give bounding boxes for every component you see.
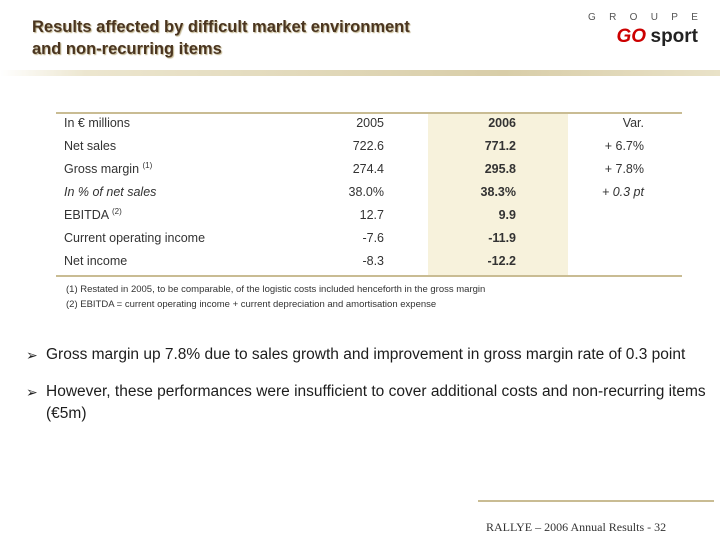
- logo-letter: O: [629, 12, 638, 23]
- footnote-1: (1) Restated in 2005, to be comparable, …: [66, 284, 486, 295]
- table-bottom-rule: [56, 275, 682, 277]
- row-label: Net income: [64, 254, 128, 268]
- row-label: Net sales: [64, 139, 117, 153]
- logo-groupe-text: G R O U P E: [560, 12, 698, 24]
- value-var: + 0.3 pt: [601, 185, 644, 199]
- table-row: Current operating income -7.6 -11.9: [56, 227, 682, 250]
- table-row: Net sales 722.6 771.2 + 6.7%: [56, 135, 682, 158]
- logo-go: GO: [616, 26, 647, 47]
- header-2005: 2005: [356, 116, 384, 130]
- value-2006: 9.9: [498, 208, 516, 222]
- value-2006: 771.2: [484, 139, 516, 153]
- header-2006: 2006: [488, 116, 516, 130]
- logo-letter: U: [650, 12, 658, 23]
- row-label: Current operating income: [64, 231, 206, 245]
- logo-letter: G: [588, 12, 596, 23]
- header-divider-band: [0, 70, 720, 76]
- bullet-list: ➢ Gross margin up 7.8% due to sales grow…: [26, 344, 720, 440]
- logo-letter: P: [671, 12, 678, 23]
- value-2005: 722.6: [352, 139, 384, 153]
- bullet-item: ➢ Gross margin up 7.8% due to sales grow…: [26, 344, 720, 366]
- table-row: Gross margin (1) 274.4 295.8 + 7.8%: [56, 158, 682, 181]
- value-2005: -8.3: [362, 254, 384, 268]
- footnotes: (1) Restated in 2005, to be comparable, …: [66, 282, 666, 312]
- column-2006-highlight: [428, 114, 568, 275]
- footnote-ref: (1): [142, 160, 153, 170]
- header-label: In € millions: [64, 116, 130, 130]
- value-2005: 274.4: [352, 162, 384, 176]
- table-row: EBITDA (2) 12.7 9.9: [56, 204, 682, 227]
- table-top-rule: [56, 112, 682, 114]
- value-2006: 295.8: [484, 162, 516, 176]
- value-var: + 7.8%: [604, 162, 644, 176]
- title-line-1: Results affected by difficult market env…: [32, 18, 410, 36]
- logo-letter: E: [691, 12, 698, 23]
- row-label: EBITDA (2): [64, 206, 122, 222]
- footnote-2: (2) EBITDA = current operating income + …: [66, 299, 437, 310]
- title-line-2: and non-recurring items: [32, 40, 222, 58]
- arrow-bullet-icon: ➢: [26, 347, 38, 363]
- header-var: Var.: [622, 116, 644, 130]
- footer-rule: [478, 500, 714, 502]
- go-sport-logo: G R O U P E GO sport: [560, 12, 698, 48]
- logo-letter: R: [609, 12, 617, 23]
- table-header-row: In € millions 2005 2006 Var.: [56, 112, 682, 135]
- slide-title: Results affected by difficult market env…: [32, 16, 492, 60]
- table-row: Net income -8.3 -12.2: [56, 250, 682, 273]
- value-2005: 38.0%: [348, 185, 384, 199]
- value-2006: -11.9: [488, 231, 516, 245]
- logo-sport: sport: [650, 26, 699, 47]
- value-2006: 38.3%: [480, 185, 516, 199]
- value-var: + 6.7%: [604, 139, 644, 153]
- results-table: In € millions 2005 2006 Var. Net sales 7…: [56, 112, 682, 278]
- bullet-text: Gross margin up 7.8% due to sales growth…: [46, 346, 686, 363]
- row-label: Gross margin (1): [64, 160, 153, 176]
- value-2006: -12.2: [487, 254, 517, 268]
- footer-text: RALLYE – 2006 Annual Results - 32: [486, 520, 667, 534]
- arrow-bullet-icon: ➢: [26, 384, 38, 400]
- bullet-text: However, these performances were insuffi…: [46, 383, 706, 422]
- bullet-item: ➢ However, these performances were insuf…: [26, 381, 720, 425]
- value-2005: 12.7: [359, 208, 384, 222]
- table-row: In % of net sales 38.0% 38.3% + 0.3 pt: [56, 181, 682, 204]
- logo-brand: GO sport: [560, 26, 698, 48]
- footnote-ref: (2): [111, 206, 122, 216]
- row-label: In % of net sales: [64, 185, 157, 199]
- value-2005: -7.6: [362, 231, 384, 245]
